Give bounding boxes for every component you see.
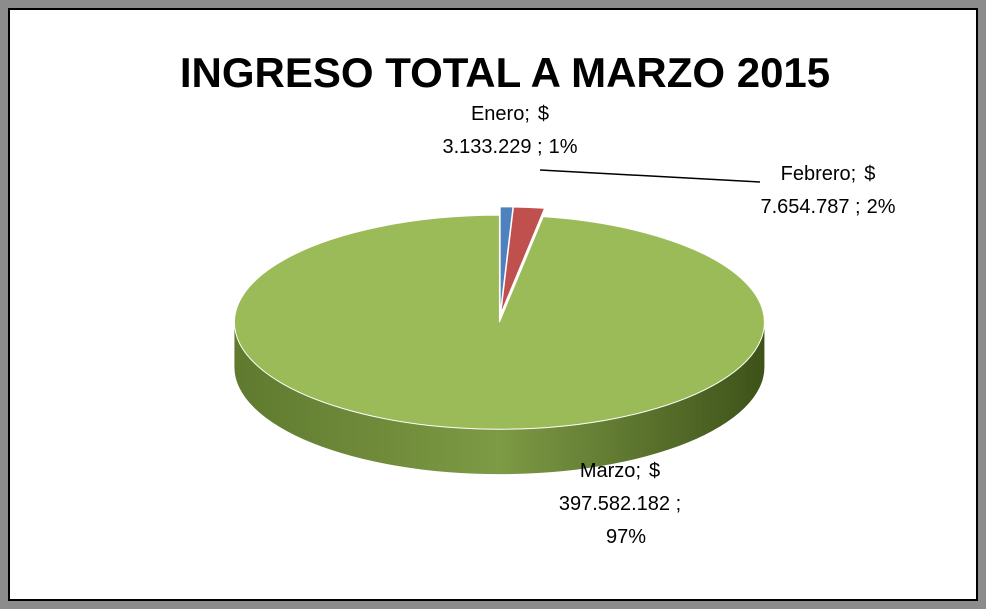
data-label-part: ; <box>635 460 641 482</box>
data-label-part: Febrero <box>781 163 851 185</box>
data-label-part: ; <box>524 103 530 125</box>
data-label-part: $ <box>649 460 660 482</box>
data-label-part: ; <box>855 196 861 218</box>
data-label-part: ; <box>851 163 857 185</box>
pie-sides <box>234 322 765 475</box>
data-label-part: 7.654.787 <box>761 196 856 218</box>
data-label-part: ; <box>676 493 682 515</box>
pie-slice <box>499 206 514 314</box>
data-label: Febrero; $ <box>781 163 876 185</box>
data-label-part: Marzo <box>580 460 636 482</box>
data-label-part: $ <box>864 163 875 185</box>
data-label: 3.133.229 ; 1% <box>443 136 578 158</box>
pie-slice <box>233 214 765 430</box>
data-label-part: Enero <box>471 103 524 125</box>
data-label-part: $ <box>538 103 549 125</box>
data-label: 7.654.787 ; 2% <box>761 196 896 218</box>
data-labels: Enero; $3.133.229 ; 1%Febrero; $7.654.787 ;… <box>443 103 896 548</box>
chart-title: INGRESO TOTAL A MARZO 2015 <box>180 49 830 96</box>
data-label-part: 97% <box>606 526 646 548</box>
data-label-part: ; <box>537 136 543 158</box>
data-label: Enero; $ <box>471 103 549 125</box>
data-label: 397.582.182 ; <box>559 493 681 515</box>
data-label-part: 2% <box>867 196 896 218</box>
pie-tops <box>233 206 765 430</box>
data-label-part: 397.582.182 <box>559 493 676 515</box>
data-label: 97% <box>606 526 646 548</box>
data-label-part: 3.133.229 <box>443 136 538 158</box>
data-label-part: 1% <box>549 136 578 158</box>
pie-slice <box>500 206 546 315</box>
leader-line <box>539 169 761 183</box>
data-label: Marzo; $ <box>580 460 660 482</box>
pie-slice-side <box>234 322 765 475</box>
